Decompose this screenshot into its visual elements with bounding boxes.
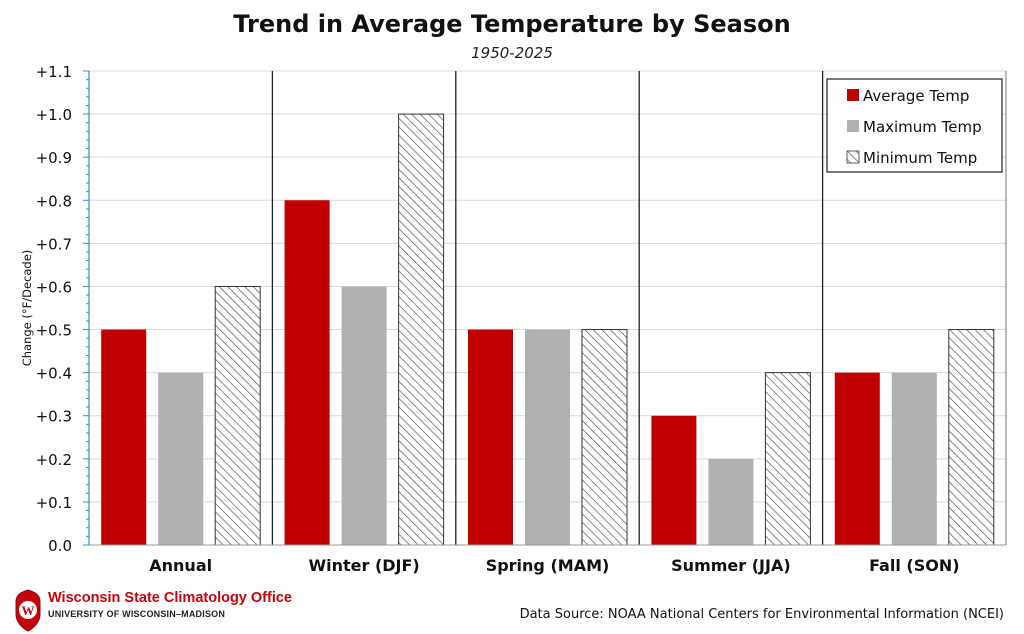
bar-average-temp: [834, 372, 880, 545]
x-tick-label: Winter (DJF): [308, 556, 419, 575]
bar-average-temp: [468, 329, 513, 545]
bar-minimum-temp: [398, 113, 445, 546]
org-name: Wisconsin State Climatology Office: [48, 590, 292, 606]
chart-subtitle: 1950-2025: [471, 44, 553, 62]
legend-label: Average Temp: [863, 87, 969, 105]
y-tick-label: +0.1: [36, 494, 72, 512]
bar-minimum-temp: [948, 329, 995, 546]
x-tick-label: Fall (SON): [869, 556, 959, 575]
y-tick-label: 0.0: [48, 537, 72, 555]
bar-maximum-temp: [891, 372, 937, 545]
legend-label: Maximum Temp: [863, 118, 982, 136]
crest-letter: W: [22, 603, 35, 618]
y-tick-label: +0.8: [36, 192, 72, 210]
y-tick-label: +1.1: [36, 63, 72, 81]
y-tick-label: +0.4: [36, 365, 72, 383]
bar-minimum-temp: [764, 372, 811, 546]
legend-swatch: [847, 89, 859, 101]
x-tick-label: Summer (JJA): [671, 556, 790, 575]
crest-icon: W: [15, 589, 41, 632]
y-tick-label: +0.5: [36, 322, 72, 340]
org-logo: W Wisconsin State Climatology Office UNI…: [12, 588, 312, 632]
bar-maximum-temp: [708, 458, 754, 545]
y-tick-label: +1.0: [36, 106, 72, 124]
legend-swatch: [847, 120, 859, 132]
x-tick-label: Annual: [149, 556, 212, 575]
y-tick-label: +0.2: [36, 451, 72, 469]
data-source: Data Source: NOAA National Centers for E…: [519, 607, 1004, 622]
bar-minimum-temp: [214, 285, 261, 546]
y-tick-label: +0.3: [36, 408, 72, 426]
chart-title: Trend in Average Temperature by Season: [233, 10, 791, 38]
bar-average-temp: [101, 329, 147, 545]
legend-swatch: [846, 150, 860, 164]
bar-minimum-temp: [581, 329, 628, 546]
y-axis-label: Change (°F/Decade): [20, 250, 34, 367]
y-tick-label: +0.6: [36, 278, 72, 296]
legend-label: Minimum Temp: [863, 149, 977, 167]
y-tick-label: +0.9: [36, 149, 72, 167]
bar-maximum-temp: [341, 286, 387, 545]
bar-maximum-temp: [158, 372, 204, 545]
y-tick-label: +0.7: [36, 235, 72, 253]
bar-maximum-temp: [525, 329, 570, 545]
bar-average-temp: [651, 415, 697, 545]
bar-average-temp: [284, 200, 330, 546]
org-subname: UNIVERSITY OF WISCONSIN–MADISON: [48, 609, 226, 619]
x-tick-label: Spring (MAM): [486, 556, 610, 575]
